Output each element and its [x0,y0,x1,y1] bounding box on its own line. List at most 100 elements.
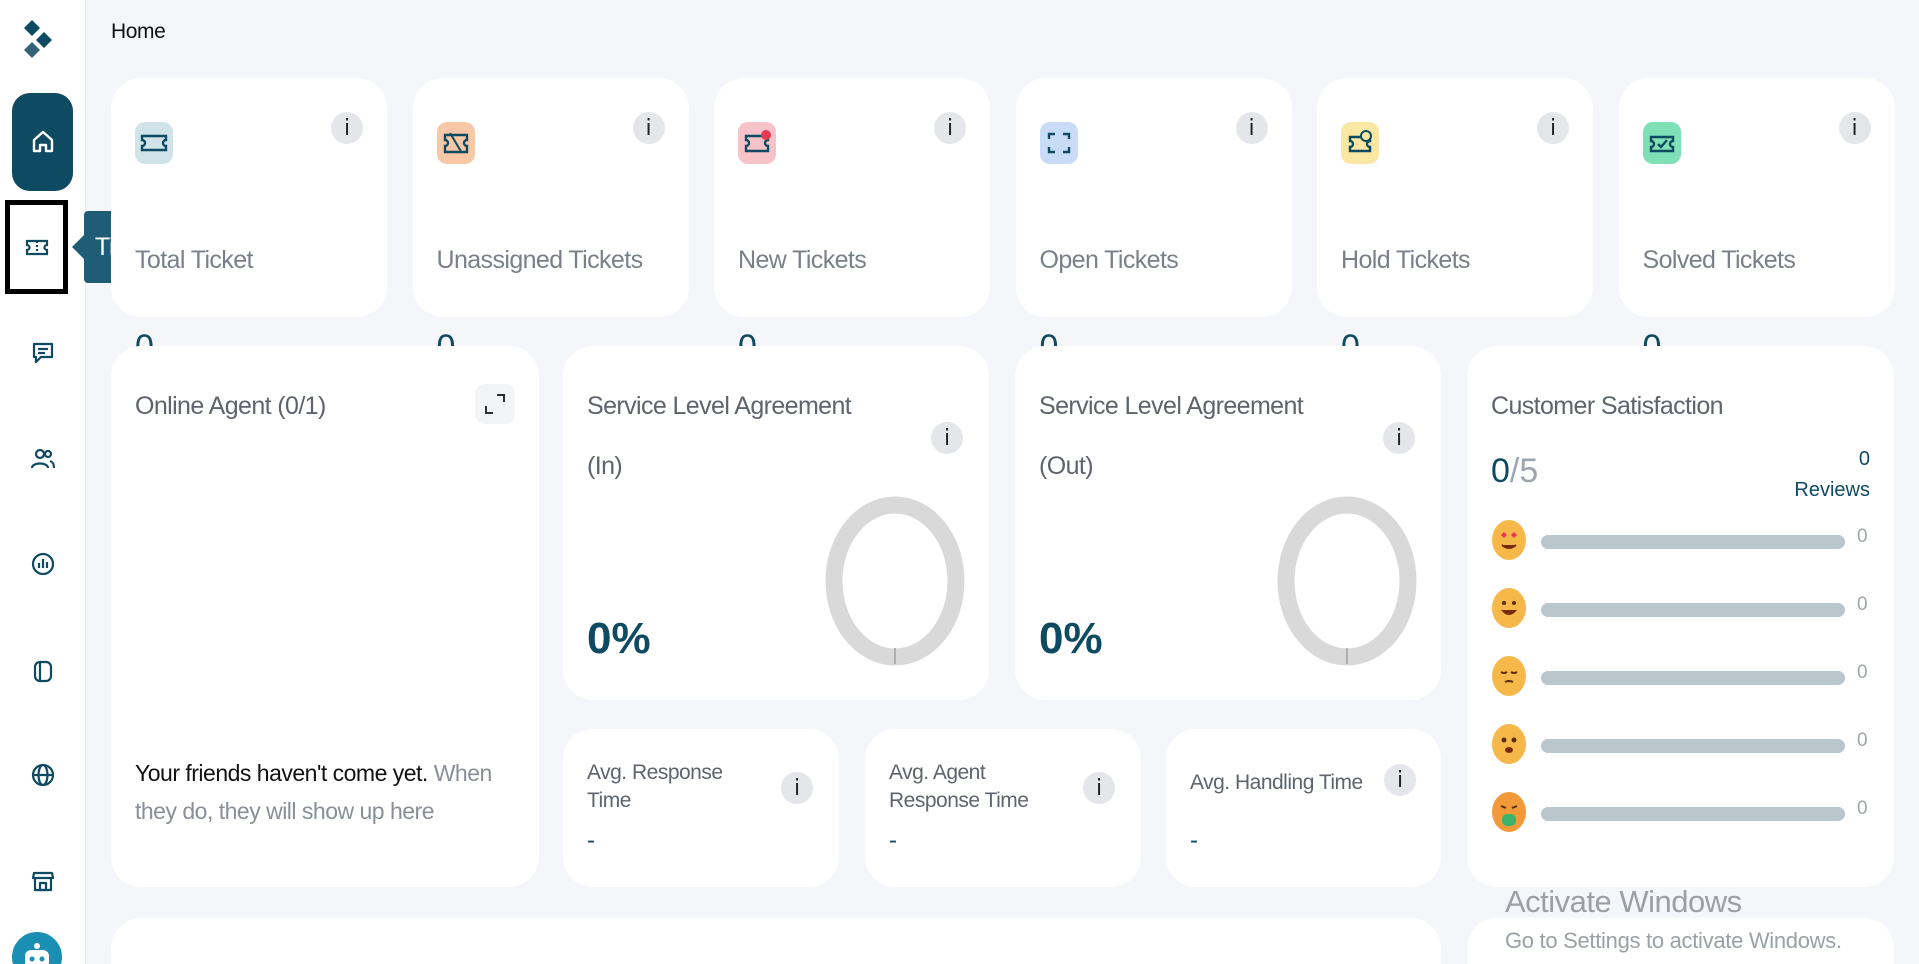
home-icon [32,130,53,153]
sla-in-info-icon[interactable]: i [931,422,963,454]
bottom-card-left [111,918,1441,964]
pensive-emoji-icon [1492,656,1526,696]
rating-row: 0 [1491,790,1871,834]
sidebar-item-tickets[interactable] [5,200,68,294]
smiling-emoji-icon [1492,588,1526,628]
sla-in-value: 0% [587,614,651,663]
new-tickets-info-icon[interactable]: i [934,112,966,144]
rating-bar [1541,535,1845,549]
rating-bar [1541,739,1845,753]
stat-label: Total Ticket [135,246,253,274]
avg-handling-time-title: Avg. Handling Time [1190,771,1363,794]
rating-row: 0 [1491,722,1871,766]
sla-in-card: Service Level Agreement (In) i 0% [563,346,989,700]
rating-count: 0 [1857,798,1868,819]
avg-response-time-card: Avg. Response Time i - [563,729,839,887]
stat-card-total-ticket[interactable]: i Total Ticket 0 [111,78,387,366]
avg-agent-response-time-title: Avg. Agent Response Time [889,761,1029,812]
rating-count: 0 [1857,526,1868,547]
unassigned-tickets-info-icon[interactable]: i [632,112,665,144]
sidebar-item-web[interactable] [12,744,73,806]
stat-label: Open Tickets [1039,246,1179,274]
rating-bar [1541,603,1845,617]
globe-icon [31,763,54,787]
sidebar-item-chat[interactable] [12,322,73,384]
reviews-count: 0 [1858,448,1870,470]
empty-message-rest: When they do, they will show up here [135,760,492,824]
sidebar-item-store[interactable] [12,850,73,912]
rating-count: 0 [1857,662,1868,683]
online-agent-title: Online Agent (0/1) [135,392,326,420]
online-agent-empty-message: Your friends haven't come yet. When they… [135,754,515,830]
satisfaction-score-value: 0 [1491,452,1510,490]
rating-row: 0 [1491,654,1871,698]
sla-out-donut [1277,496,1417,666]
avg-agent-response-time-value: - [889,827,897,854]
rating-count: 0 [1857,730,1868,751]
avg-response-time-value: - [587,827,595,854]
rating-row: 0 [1491,586,1871,630]
sla-out-title: Service Level Agreement [1039,392,1304,420]
sidebar: Tickets [0,0,182,964]
ticket-icon [25,239,48,256]
hold-tickets-info-icon[interactable]: i [1537,112,1569,144]
activate-windows-subtext: Go to Settings to activate Windows. [1505,928,1842,953]
unassigned-ticket-icon [436,122,475,164]
breadcrumb: Home [111,20,166,43]
heart-eyes-emoji-icon [1492,520,1526,560]
sidebar-item-knowledge-base[interactable] [12,640,73,702]
customer-satisfaction-card: Customer Satisfaction 0/5 0 Reviews 0 0 … [1467,346,1894,887]
avg-handling-time-card: Avg. Handling Time i - [1166,729,1441,887]
avatar[interactable] [12,932,62,964]
reviews-summary: 0 Reviews [1794,444,1870,506]
sidebar-item-contacts[interactable] [12,428,73,490]
avg-handling-time-info-icon[interactable]: i [1384,764,1416,796]
expand-icon[interactable] [475,384,515,424]
satisfaction-score: 0/5 [1491,452,1538,491]
rating-count: 0 [1857,594,1868,615]
stat-card-unassigned-tickets[interactable]: i Unassigned Tickets 0 [412,78,689,366]
stat-label: Solved Tickets [1642,246,1796,274]
book-icon [33,660,52,683]
sla-in-title: Service Level Agreement [587,392,852,420]
new-ticket-icon [738,122,776,164]
sidebar-item-home[interactable] [12,93,73,191]
rating-bar [1541,671,1845,685]
rating-row: 0 [1491,518,1871,562]
bottom-card-right [1467,918,1894,964]
solved-tickets-info-icon[interactable]: i [1838,112,1871,144]
users-icon [30,448,55,469]
sla-in-donut [825,496,965,666]
empty-message-bold: Your friends haven't come yet. [135,760,428,786]
stat-label: Unassigned Tickets [436,246,644,274]
hold-ticket-icon [1341,122,1379,164]
chart-icon [31,552,54,576]
open-tickets-info-icon[interactable]: i [1235,112,1268,144]
avg-response-time-title: Avg. Response Time [587,761,723,812]
solved-ticket-icon [1642,122,1681,164]
chat-icon [32,342,53,364]
avg-agent-response-time-card: Avg. Agent Response Time i - [865,729,1141,887]
ticket-icon [135,122,173,164]
online-agent-card: Online Agent (0/1) Your friends haven't … [111,346,539,887]
open-ticket-icon [1039,122,1078,164]
worried-emoji-icon [1492,724,1526,764]
satisfaction-score-max: /5 [1509,452,1539,490]
stat-card-new-tickets[interactable]: i New Tickets 0 [714,78,990,366]
activate-windows-watermark: Activate Windows [1505,884,1742,919]
sla-out-info-icon[interactable]: i [1383,422,1415,454]
sla-out-value: 0% [1039,614,1103,663]
sla-out-card: Service Level Agreement (Out) i 0% [1015,346,1441,700]
robot-avatar-icon [25,943,49,964]
sidebar-item-reports[interactable] [12,533,73,595]
sla-out-subtitle: (Out) [1039,452,1094,480]
stat-card-hold-tickets[interactable]: i Hold Tickets 0 [1317,78,1593,366]
stat-card-open-tickets[interactable]: i Open Tickets 0 [1015,78,1292,366]
app-logo-icon[interactable] [18,16,58,60]
stat-label: New Tickets [738,246,867,274]
avg-response-time-info-icon[interactable]: i [781,772,813,804]
avg-agent-response-time-info-icon[interactable]: i [1083,772,1115,804]
total-ticket-info-icon[interactable]: i [331,112,363,144]
stat-card-solved-tickets[interactable]: i Solved Tickets 0 [1618,78,1895,366]
stat-label: Hold Tickets [1341,246,1471,274]
